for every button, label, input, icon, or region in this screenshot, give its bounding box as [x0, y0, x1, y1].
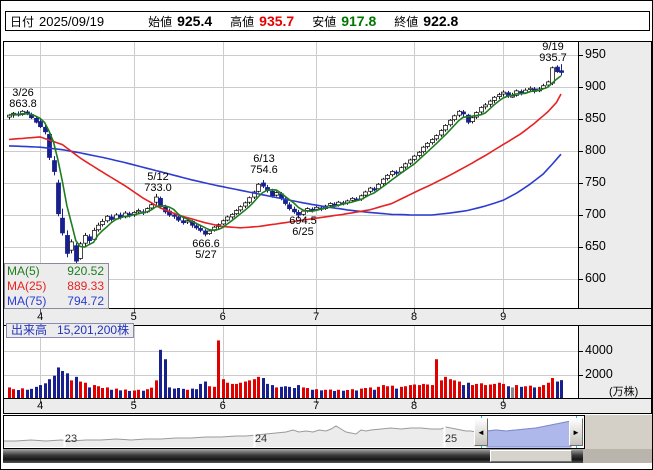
close-value: 922.8 — [423, 13, 459, 29]
ma25-legend-row: MA(25) 889.33 — [7, 279, 106, 294]
nav-handle-left[interactable]: ◄ — [474, 418, 488, 446]
scrollbar-thumb[interactable] — [490, 450, 572, 462]
volume-tick-label: 2000 — [585, 366, 613, 381]
month-label: 7 — [313, 311, 320, 323]
month-label: 9 — [500, 400, 507, 412]
right-arrow-icon: ► — [572, 427, 580, 437]
volume-legend: 出来高 15,201,200株 — [6, 323, 135, 338]
chart-annotation: 694.5 6/25 — [289, 215, 317, 238]
ma75-legend-row: MA(75) 794.72 — [7, 294, 106, 309]
open-value: 925.4 — [177, 13, 213, 29]
month-label: 5 — [130, 311, 137, 323]
month-label: 6 — [219, 311, 226, 323]
price-tick-label: 900 — [585, 79, 606, 93]
month-label: 5 — [130, 400, 137, 412]
ma-legend: MA(5) 920.52 MA(25) 889.33 MA(75) 794.72 — [4, 263, 109, 309]
volume-label: 出来高 — [11, 323, 48, 337]
overview-year-label: 23 — [64, 433, 78, 445]
ma25-value: 889.33 — [67, 279, 104, 293]
overview-navigator[interactable] — [3, 415, 585, 449]
month-axis-strip-2 — [3, 398, 652, 414]
ma25-label: MA(25) — [7, 279, 47, 293]
chart-annotation: 6/13 754.6 — [250, 153, 278, 176]
price-tick-label: 650 — [585, 239, 606, 253]
price-tick-label: 750 — [585, 175, 606, 189]
scrollbar-track-right[interactable] — [583, 449, 652, 463]
date-label: 日付 — [10, 14, 35, 29]
quote-header: 日付 2025/09/19 始値 925.4 高値 935.7 安値 917.8… — [5, 11, 650, 31]
price-tick-label: 700 — [585, 207, 606, 221]
ma75-value: 794.72 — [67, 294, 104, 308]
month-label: 8 — [411, 400, 418, 412]
nav-handle-right[interactable]: ► — [569, 418, 583, 446]
volume-tick-label: 4000 — [585, 343, 613, 357]
ma5-value: 920.52 — [67, 264, 104, 278]
high-label: 高値 — [230, 14, 255, 29]
ma75-label: MA(75) — [7, 294, 47, 308]
navigator-right-gap — [585, 415, 652, 449]
chart-annotation: 9/19 935.7 — [539, 41, 567, 64]
volume-unit-label: (万株) — [609, 386, 639, 398]
overview-year-label: 25 — [444, 433, 458, 445]
volume-axis-panel — [578, 325, 652, 399]
month-label: 6 — [219, 400, 226, 412]
month-label: 8 — [411, 311, 418, 323]
ma5-legend-row: MA(5) 920.52 — [7, 264, 106, 279]
chart-annotation: 666.6 5/27 — [192, 238, 220, 261]
price-tick-label: 950 — [585, 47, 606, 61]
month-label: 4 — [37, 311, 44, 323]
overview-year-label: 24 — [254, 433, 268, 445]
price-axis-panel — [578, 41, 652, 309]
date-value: 2025/09/19 — [39, 13, 105, 29]
price-tick-label: 850 — [585, 111, 606, 125]
high-value: 935.7 — [259, 13, 295, 29]
month-label: 7 — [313, 400, 320, 412]
price-tick-label: 600 — [585, 271, 606, 285]
scrollbar-track[interactable] — [3, 449, 583, 463]
open-label: 始値 — [148, 14, 173, 29]
low-value: 917.8 — [341, 13, 377, 29]
price-tick-label: 800 — [585, 143, 606, 157]
ma5-label: MA(5) — [7, 264, 40, 278]
chart-annotation: 3/26 863.8 — [9, 87, 37, 110]
volume-value: 15,201,200株 — [57, 323, 130, 337]
left-arrow-icon: ◄ — [477, 427, 485, 437]
close-label: 終値 — [394, 14, 419, 29]
chart-annotation: 5/12 733.0 — [144, 171, 172, 194]
month-label: 4 — [37, 400, 44, 412]
low-label: 安値 — [312, 14, 337, 29]
month-label: 9 — [500, 311, 507, 323]
